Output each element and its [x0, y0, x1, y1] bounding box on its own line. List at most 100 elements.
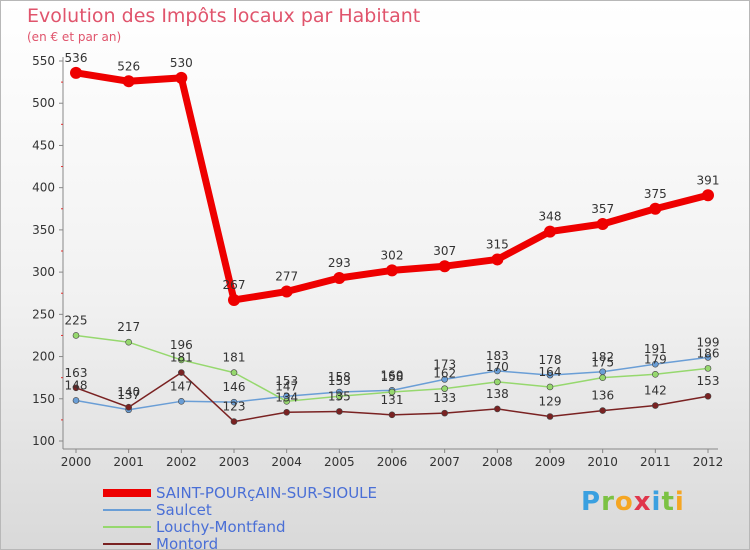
data-label: 307	[433, 244, 456, 258]
data-point	[596, 217, 609, 230]
proxiti-logo: Proxiti	[581, 487, 685, 517]
data-label: 302	[381, 248, 404, 262]
x-tick-label: 2002	[166, 455, 197, 469]
data-point	[122, 75, 135, 88]
data-label: 148	[65, 378, 88, 392]
legend-label: Louchy-Montfand	[156, 518, 286, 536]
chart-title: Evolution des Impôts locaux par Habitant	[27, 5, 421, 27]
data-label: 375	[644, 187, 667, 201]
x-tick-label: 2011	[640, 455, 671, 469]
data-label: 179	[644, 352, 667, 366]
chart-subtitle: (en € et par an)	[27, 30, 122, 44]
data-label: 183	[486, 349, 509, 363]
data-point	[386, 264, 398, 277]
data-point	[230, 418, 238, 425]
data-label: 153	[275, 374, 298, 388]
data-label: 178	[539, 353, 562, 367]
data-label: 138	[486, 387, 509, 401]
data-point	[546, 413, 554, 420]
y-tick-label: 200	[32, 350, 55, 364]
data-label: 196	[170, 338, 193, 352]
data-point	[72, 384, 80, 392]
y-tick-label: 550	[32, 54, 55, 68]
data-point	[704, 392, 712, 400]
data-point	[441, 376, 448, 383]
data-point	[70, 66, 82, 79]
data-label: 526	[117, 59, 140, 73]
data-point	[649, 202, 662, 215]
data-point	[599, 374, 606, 381]
x-tick-label: 2006	[377, 455, 408, 469]
data-label: 146	[223, 380, 246, 394]
x-tick-label: 2009	[535, 455, 566, 469]
data-point	[125, 403, 132, 411]
data-label: 182	[591, 350, 614, 364]
legend-label: SAINT-POURçAIN-SUR-SIOULE	[156, 484, 377, 502]
y-tick-label: 250	[32, 307, 55, 321]
data-point	[72, 397, 80, 404]
data-point	[283, 408, 290, 416]
data-point	[72, 332, 80, 339]
data-point	[652, 360, 659, 368]
data-point	[178, 356, 185, 364]
data-label: 133	[433, 391, 456, 405]
data-point	[230, 398, 238, 406]
data-point	[228, 293, 240, 306]
data-label: 217	[117, 320, 140, 334]
data-label: 293	[328, 256, 351, 270]
y-tick-label: 350	[32, 223, 55, 237]
y-tick-label: 500	[32, 96, 55, 110]
x-tick-label: 2000	[61, 455, 92, 469]
data-point	[544, 225, 556, 238]
data-label: 173	[433, 357, 456, 371]
x-tick-label: 2012	[693, 455, 724, 469]
data-label: 348	[539, 210, 562, 224]
data-label: 181	[223, 351, 246, 365]
x-tick-label: 2010	[587, 455, 618, 469]
data-label: 131	[381, 393, 404, 407]
data-point	[333, 272, 346, 285]
data-point	[546, 383, 554, 391]
data-label: 391	[697, 173, 720, 187]
y-tick-label: 450	[32, 138, 55, 152]
data-label: 225	[65, 313, 88, 327]
data-label: 129	[539, 395, 562, 409]
data-label: 186	[697, 346, 720, 360]
data-point	[494, 405, 501, 413]
data-label: 170	[486, 360, 509, 374]
data-label: 147	[275, 379, 298, 393]
data-point	[178, 398, 185, 405]
data-point	[441, 409, 448, 417]
data-label: 191	[644, 342, 667, 356]
data-point	[491, 253, 504, 266]
data-point	[494, 367, 501, 375]
data-point	[388, 411, 396, 419]
data-point	[652, 402, 659, 409]
data-point	[283, 398, 290, 405]
x-tick-label: 2007	[429, 455, 460, 469]
data-point	[704, 365, 712, 372]
data-label: 199	[697, 335, 720, 349]
data-point	[336, 392, 343, 400]
legend-label: Saulcet	[156, 501, 212, 519]
data-label: 153	[697, 374, 720, 388]
x-tick-label: 2008	[482, 455, 513, 469]
data-label: 137	[117, 388, 140, 402]
data-point	[125, 338, 132, 346]
data-label: 142	[644, 384, 667, 398]
legend-label: Montord	[156, 535, 218, 549]
x-tick-label: 2004	[271, 455, 302, 469]
data-label: 163	[65, 366, 88, 380]
data-label: 164	[539, 365, 562, 379]
data-point	[388, 388, 396, 396]
data-label: 530	[170, 56, 193, 70]
data-label: 123	[223, 400, 246, 414]
data-label: 158	[381, 370, 404, 384]
data-point	[704, 354, 712, 361]
data-point	[438, 260, 451, 273]
data-point	[546, 371, 554, 379]
data-point	[280, 285, 293, 298]
data-label: 140	[117, 385, 140, 399]
